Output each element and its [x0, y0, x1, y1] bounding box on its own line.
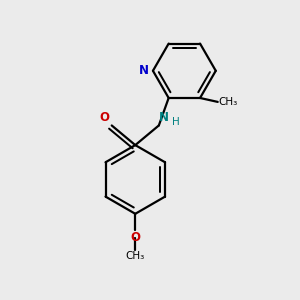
Text: N: N	[139, 64, 149, 77]
Text: H: H	[172, 117, 179, 128]
Text: N: N	[159, 112, 169, 124]
Text: O: O	[100, 112, 110, 124]
Text: O: O	[130, 231, 140, 244]
Text: CH₃: CH₃	[126, 250, 145, 261]
Text: CH₃: CH₃	[219, 97, 238, 107]
